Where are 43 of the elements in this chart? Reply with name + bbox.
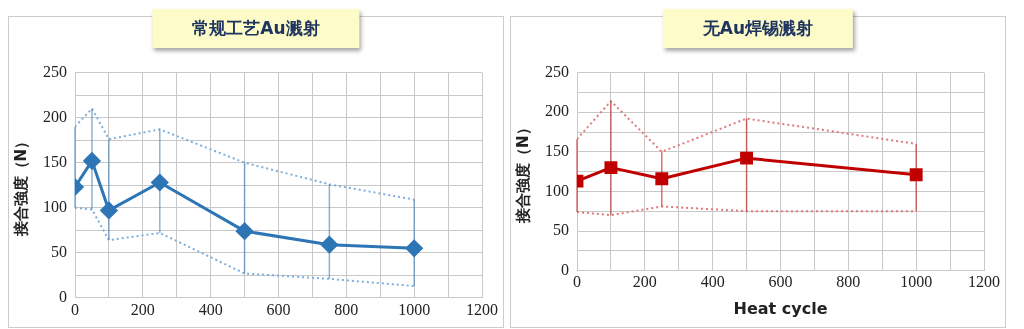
line-series	[75, 107, 416, 201]
point	[740, 151, 754, 165]
point	[405, 239, 423, 257]
x-tick-label: 400	[700, 273, 725, 291]
point	[83, 152, 101, 170]
x-tick-label: 600	[266, 300, 291, 318]
y-tick-label: 100	[43, 197, 67, 215]
point	[604, 161, 618, 175]
chart-title: 无Au焊锡溅射	[662, 9, 854, 48]
x-tick-label: 200	[632, 273, 657, 291]
y-tick-label: 150	[43, 152, 67, 170]
y-tick-label: 150	[545, 142, 569, 159]
chart-title: 常规工艺Au溅射	[152, 9, 360, 48]
y-tick-label: 100	[545, 181, 569, 199]
point	[320, 236, 338, 254]
x-tick-label: 600	[768, 273, 793, 291]
line-series	[75, 206, 416, 288]
y-tick-label: 50	[553, 221, 569, 239]
x-tick-label: 400	[198, 300, 223, 318]
y-tick-label: 250	[545, 62, 569, 80]
x-tick-label: 800	[334, 300, 359, 318]
point	[151, 174, 169, 191]
y-tick-label: 200	[545, 102, 569, 120]
x-tick-label: 1200	[968, 273, 1000, 291]
x-tick-label: 200	[130, 300, 155, 318]
x-tick-label: 800	[836, 273, 861, 291]
x-tick-label: 1000	[900, 273, 933, 291]
x-tick-label: 1200	[466, 300, 498, 318]
y-tick-label: 250	[43, 62, 67, 80]
y-tick-label: 200	[43, 107, 67, 125]
point	[100, 201, 118, 219]
point	[236, 222, 254, 240]
x-tick-label: 0	[71, 300, 79, 318]
point	[909, 168, 923, 182]
y-tick-label: 0	[59, 288, 67, 305]
y-tick-label: 50	[51, 242, 67, 260]
point	[655, 172, 669, 186]
y-axis-title: 接合強度（N）	[513, 120, 532, 224]
x-axis-title: Heat cycle	[733, 298, 828, 318]
y-axis-title: 接合強度（N）	[11, 133, 30, 238]
x-tick-label: 1000	[398, 300, 431, 318]
x-tick-label: 0	[573, 273, 581, 291]
y-tick-label: 0	[561, 260, 569, 278]
